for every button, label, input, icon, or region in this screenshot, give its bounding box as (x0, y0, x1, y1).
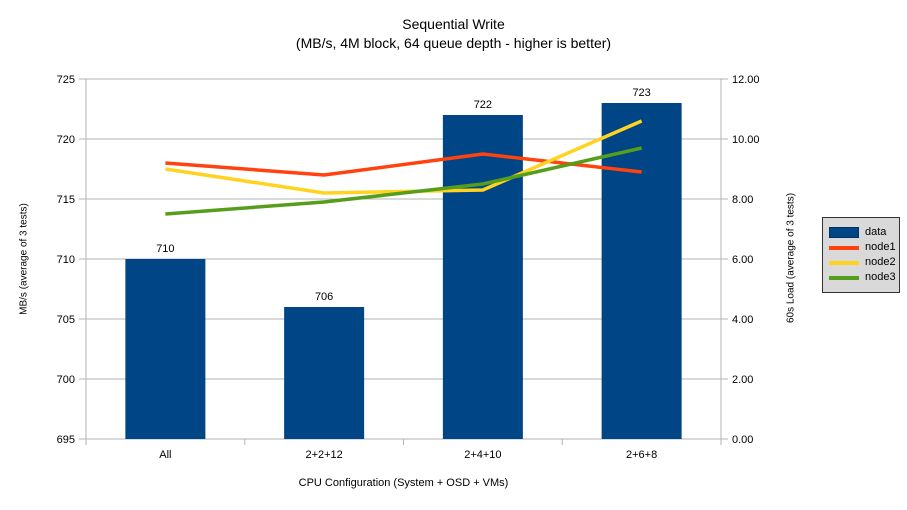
node3-swatch-icon (829, 275, 859, 280)
legend-item-node3: node3 (829, 270, 896, 285)
left-tick-label: 700 (57, 374, 75, 386)
left-tick-label: 725 (57, 74, 75, 86)
node2-swatch-icon (829, 260, 859, 265)
x-axis-title: CPU Configuration (System + OSD + VMs) (298, 477, 509, 489)
chart-subtitle: (MB/s, 4M block, 64 queue depth - higher… (295, 35, 612, 51)
legend-label: node1 (865, 241, 896, 253)
data-swatch-icon (829, 227, 859, 238)
line-node1 (165, 152, 642, 177)
legend-label: node3 (865, 271, 896, 283)
legend-label: data (865, 226, 887, 238)
right-tick-label: 4.00 (732, 314, 753, 326)
line-node2 (165, 119, 643, 195)
category-label: All (159, 449, 171, 461)
left-tick-label: 710 (57, 254, 75, 266)
left-tick-label: 715 (57, 194, 75, 206)
right-tick-label: 8.00 (732, 194, 753, 206)
node1-swatch-icon (829, 245, 859, 250)
legend-item-node2: node2 (829, 255, 896, 270)
right-tick-label: 0.00 (732, 434, 753, 446)
left-tick-label: 720 (57, 134, 75, 146)
legend-label: node2 (865, 256, 896, 268)
bar-data-label: 710 (156, 243, 174, 255)
right-tick-label: 2.00 (732, 374, 753, 386)
bar-data-label: 722 (474, 99, 492, 111)
bar-data-label: 723 (632, 87, 650, 99)
bar (125, 259, 206, 439)
category-label: 2+4+10 (464, 449, 501, 461)
legend-item-data: data (829, 225, 893, 240)
bar-data-label: 706 (315, 291, 333, 303)
right-tick-label: 12.00 (732, 74, 760, 86)
legend-item-node1: node1 (829, 240, 896, 255)
category-label: 2+2+12 (305, 449, 342, 461)
category-label: 2+6+8 (626, 449, 657, 461)
chart-title: Sequential Write (402, 16, 505, 32)
line-node3 (165, 146, 643, 216)
bar (284, 307, 365, 439)
bar (442, 115, 523, 439)
legend: data node1 node2 node3 (822, 217, 900, 293)
left-tick-label: 695 (57, 434, 75, 446)
left-tick-label: 705 (57, 314, 75, 326)
right-tick-label: 10.00 (732, 134, 760, 146)
bar (601, 103, 682, 439)
right-tick-label: 6.00 (732, 254, 753, 266)
